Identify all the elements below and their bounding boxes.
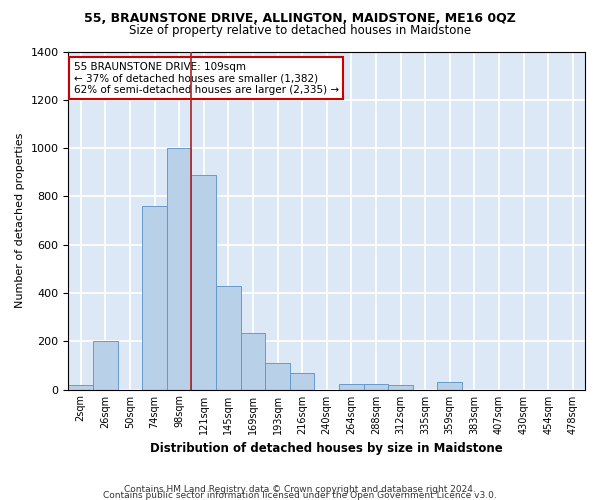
Bar [388,385,413,390]
Bar [364,384,388,390]
Bar [265,363,290,390]
Text: Contains HM Land Registry data © Crown copyright and database right 2024.: Contains HM Land Registry data © Crown c… [124,485,476,494]
Bar [339,384,364,390]
Bar [290,372,314,390]
Text: 55, BRAUNSTONE DRIVE, ALLINGTON, MAIDSTONE, ME16 0QZ: 55, BRAUNSTONE DRIVE, ALLINGTON, MAIDSTO… [84,12,516,26]
Text: Contains public sector information licensed under the Open Government Licence v3: Contains public sector information licen… [103,491,497,500]
Bar [437,382,462,390]
Bar [93,342,118,390]
Bar [241,333,265,390]
Bar [191,174,216,390]
Bar [142,206,167,390]
Bar [216,286,241,390]
Y-axis label: Number of detached properties: Number of detached properties [15,133,25,308]
Bar [167,148,191,390]
Text: 55 BRAUNSTONE DRIVE: 109sqm
← 37% of detached houses are smaller (1,382)
62% of : 55 BRAUNSTONE DRIVE: 109sqm ← 37% of det… [74,62,338,95]
Text: Size of property relative to detached houses in Maidstone: Size of property relative to detached ho… [129,24,471,37]
X-axis label: Distribution of detached houses by size in Maidstone: Distribution of detached houses by size … [151,442,503,455]
Bar [68,384,93,390]
